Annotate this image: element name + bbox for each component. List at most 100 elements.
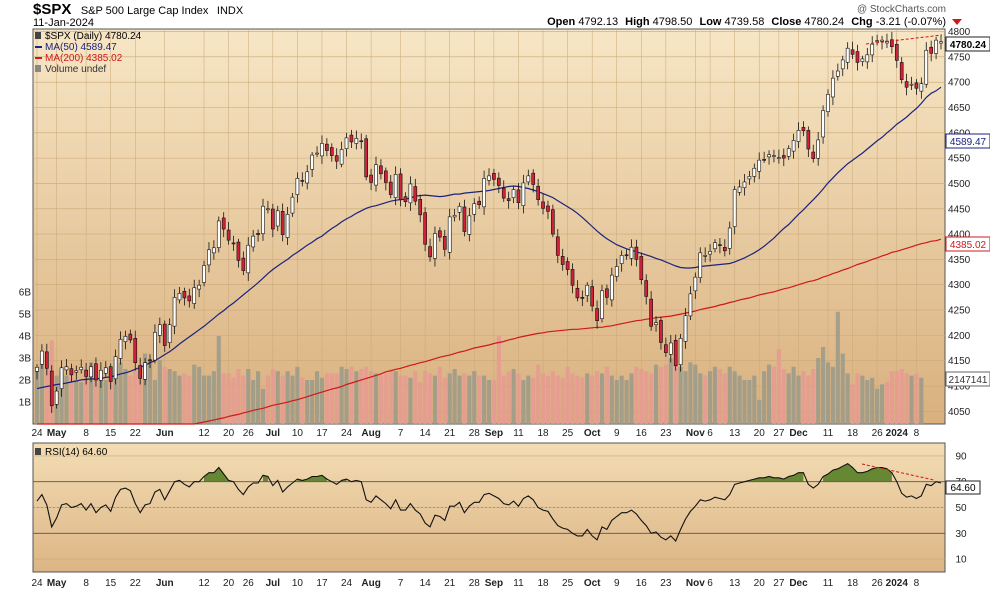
price-candle [128, 333, 133, 341]
volume-bar [64, 375, 69, 424]
date-tick-label: 24 [31, 578, 43, 589]
volume-bar [226, 373, 231, 424]
volume-bar [703, 375, 708, 424]
date-tick-label: 26 [872, 578, 884, 589]
header-symbol-name: $SPX S&P 500 Large Cap Index INDX [33, 1, 244, 18]
rsi-tick-label: 10 [955, 555, 967, 566]
volume-bar [521, 380, 526, 424]
volume-bar [378, 375, 383, 424]
volume-bar [531, 377, 536, 424]
legend-rsi: RSI(14) 64.60 [45, 447, 108, 458]
ma200-tag-box [945, 236, 990, 252]
last-price-tag-text: 4780.24 [950, 40, 987, 51]
price-candle [904, 81, 909, 88]
price-candle [167, 324, 172, 343]
volume-bar [413, 371, 418, 424]
volume-bar [211, 371, 216, 424]
price-candle [845, 47, 850, 63]
volume-bar [570, 373, 575, 424]
price-candle [737, 186, 742, 193]
open-value: 4792.13 [578, 16, 618, 28]
price-candle [786, 148, 791, 157]
volume-bar [904, 373, 909, 424]
price-tick-label: 4200 [948, 331, 971, 342]
price-candle [280, 211, 285, 235]
price-candle [379, 165, 383, 175]
date-tick-label: 13 [729, 578, 741, 589]
price-candle [816, 139, 821, 159]
volume-bar [79, 382, 84, 424]
volume-bar [816, 358, 821, 424]
rsi-divergence-trendline [861, 463, 935, 481]
rsi-tick-label: 30 [955, 529, 967, 540]
volume-bar [457, 375, 462, 424]
price-candle [555, 236, 560, 256]
volume-bar [776, 349, 781, 424]
price-candle [216, 220, 221, 248]
price-candle [894, 43, 899, 61]
price-candle [614, 266, 619, 277]
volume-bar [526, 375, 531, 424]
header-ohlc: Open 4792.13 High 4798.50 Low 4739.58 Cl… [547, 16, 946, 28]
volume-bar [575, 375, 580, 424]
ma50-tag: 4589.47 [945, 133, 990, 149]
volume-bar [889, 371, 894, 424]
volume-bar [398, 375, 403, 424]
rsi-tag-text: 64.60 [950, 483, 975, 494]
volume-bar [44, 353, 49, 424]
date-tick-label: Jul [266, 428, 281, 439]
price-candle [369, 174, 373, 183]
rsi-tick-label: 50 [955, 503, 967, 514]
price-candle [44, 351, 49, 369]
date-tick-label: Dec [789, 578, 808, 589]
date-tick-label: 8 [83, 578, 89, 589]
volume-bar [771, 366, 777, 424]
price-candle [423, 212, 427, 245]
volume-bar [516, 373, 521, 424]
volume-bar [604, 366, 609, 424]
volume-bar [285, 371, 290, 424]
resistance-trendline [865, 34, 943, 45]
chart-header: $SPX S&P 500 Large Cap Index INDX 11-Jan… [33, 1, 962, 29]
price-candle [835, 70, 840, 77]
price-candle [929, 46, 934, 54]
volume-bar [408, 377, 413, 424]
volume-bar [668, 358, 673, 424]
date-tick-label: Sep [485, 578, 503, 589]
price-candle [207, 249, 211, 266]
price-candle [113, 356, 118, 380]
price-candle [536, 185, 540, 200]
volume-bar [639, 369, 644, 424]
date-tick-label: 16 [636, 578, 648, 589]
date-tick-label: 23 [660, 578, 672, 589]
price-candle [89, 366, 93, 378]
volume-bar [850, 384, 855, 424]
volume-bar [752, 375, 757, 424]
price-candle [521, 182, 526, 206]
volume-bar [619, 375, 624, 424]
price-candle [69, 368, 74, 376]
price-candle [59, 367, 64, 389]
price-candle [472, 203, 477, 215]
date-tick-label: Aug [361, 578, 380, 589]
price-candle [364, 138, 369, 178]
volume-bar [324, 373, 329, 424]
volume-bar [182, 373, 187, 424]
date-tick-label: Oct [584, 428, 601, 439]
price-candle [546, 205, 550, 212]
volume-bar [472, 371, 477, 424]
date-tick-label: 8 [914, 428, 920, 439]
price-candle [148, 359, 152, 362]
price-candle [840, 59, 845, 70]
price-candle [777, 157, 781, 159]
volume-bar [717, 369, 722, 424]
volume-bar [216, 336, 221, 424]
price-candle [541, 201, 545, 209]
header-symbol: $SPX [33, 1, 71, 18]
price-candle [339, 149, 344, 165]
volume-bar [855, 373, 860, 424]
volume-bar [609, 375, 614, 424]
price-candle [831, 77, 835, 98]
rsi-tick-label: 90 [955, 451, 967, 462]
volume-bar [192, 364, 197, 424]
